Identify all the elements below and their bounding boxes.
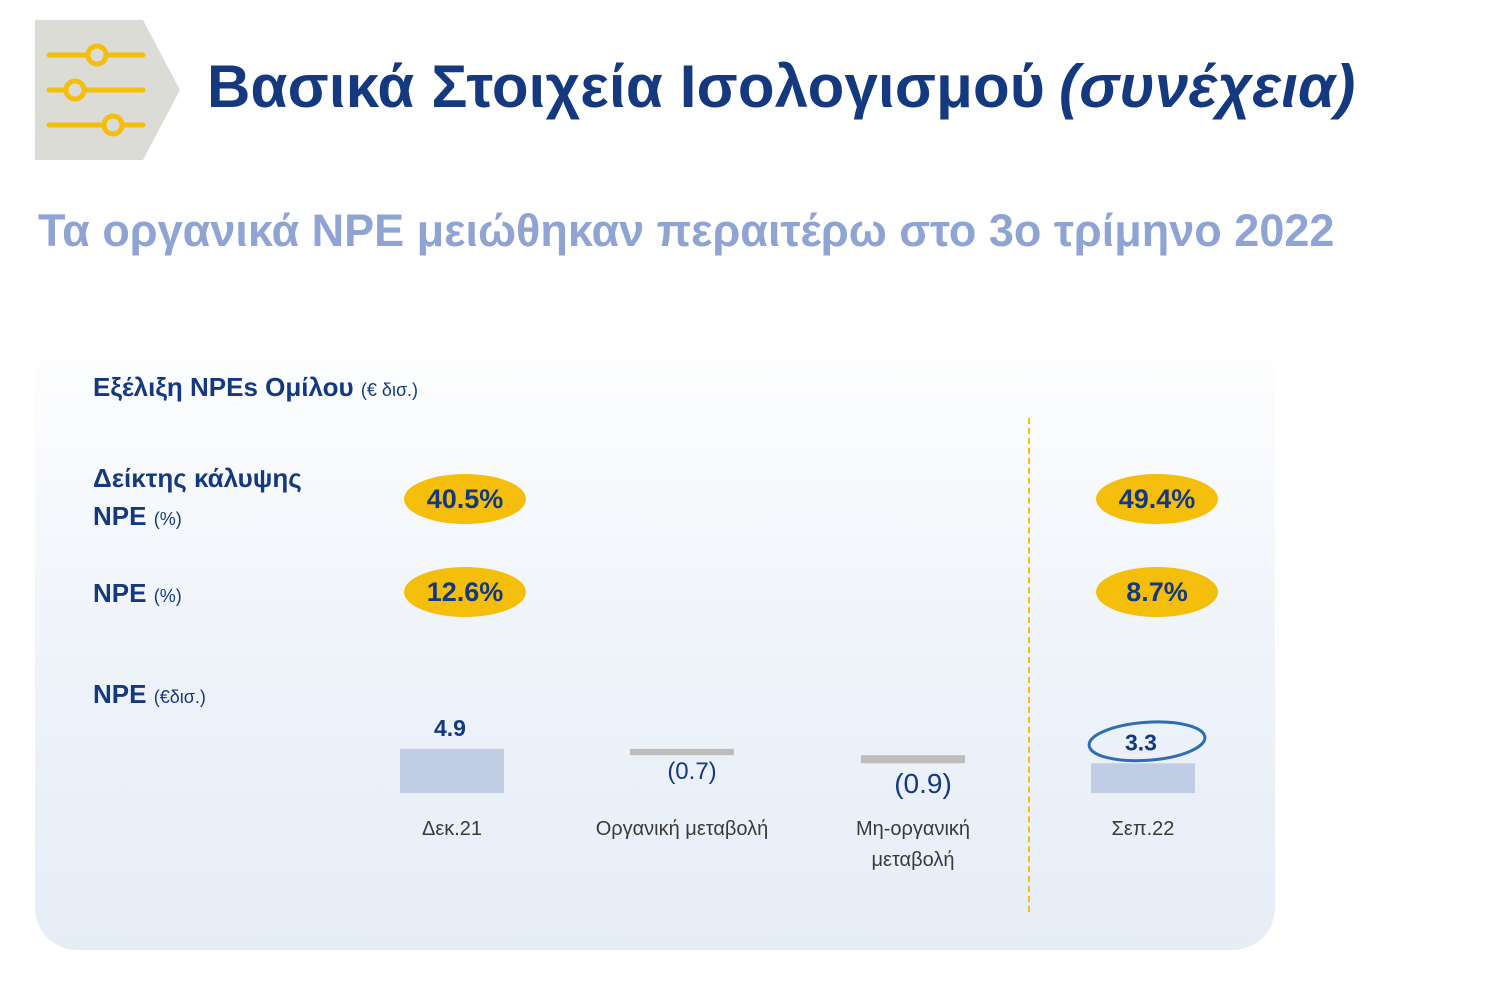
bar-3 [1091, 763, 1195, 793]
coverage-pill-dec21: 40.5% [404, 474, 526, 524]
page-subtitle: Τα οργανικά NPE μειώθηκαν περαιτέρω στο … [38, 205, 1335, 256]
coverage-pill-sep22: 49.4% [1096, 474, 1218, 524]
bar-2 [861, 755, 965, 764]
npe-ratio-label-text: NPE [93, 578, 147, 608]
npe-panel [35, 322, 1275, 950]
npe-amount-label-text: NPE [93, 679, 147, 709]
logo-tile [35, 20, 180, 160]
panel-title-text: Εξέλιξη NPEs Ομίλου [93, 372, 354, 402]
npe-ratio-label: NPE (%) [93, 574, 182, 615]
npe-amount-label: NPE (€δισ.) [93, 675, 206, 716]
bar-value-label-1: (0.7) [667, 758, 716, 785]
page-title-main: Βασικά Στοιχεία Ισολογισμού [207, 53, 1046, 120]
category-label-3: Σεπ.22 [1112, 818, 1175, 840]
npe-ratio-unit: (%) [153, 586, 182, 606]
npe-amount-unit: (€δισ.) [153, 687, 206, 707]
bar-1 [630, 748, 734, 756]
category-label-0: Δεκ.21 [422, 818, 482, 840]
category-label-1: Οργανική μεταβολή [596, 818, 769, 840]
coverage-ratio-label-line1: Δείκτης κάλυψης [93, 463, 302, 493]
sliders-icon [46, 43, 146, 137]
panel-title-unit: (€ δισ.) [360, 380, 419, 400]
panel-title: Εξέλιξη NPEs Ομίλου (€ δισ.) [93, 372, 418, 403]
period-divider [1028, 418, 1030, 912]
bar-0 [400, 748, 504, 793]
npe-ratio-pill-sep22: 8.7% [1096, 567, 1218, 617]
bar-value-label-3: 3.3 [1125, 729, 1157, 755]
coverage-ratio-label: Δείκτης κάλυψης NPE (%) [93, 459, 302, 538]
category-label-2: Μη-οργανική μεταβολή [856, 818, 970, 871]
npe-ratio-pill-dec21: 12.6% [404, 567, 526, 617]
page-title-continued: (συνέχεια) [1059, 53, 1356, 120]
bar-value-label-0: 4.9 [434, 715, 466, 741]
page-title: Βασικά Στοιχεία Ισολογισμού (συνέχεια) [207, 52, 1356, 121]
bar-value-label-2: (0.9) [894, 768, 952, 799]
coverage-ratio-label-line2: NPE [93, 501, 147, 531]
highlight-circle-3 [1087, 720, 1207, 763]
coverage-ratio-unit: (%) [153, 509, 182, 529]
